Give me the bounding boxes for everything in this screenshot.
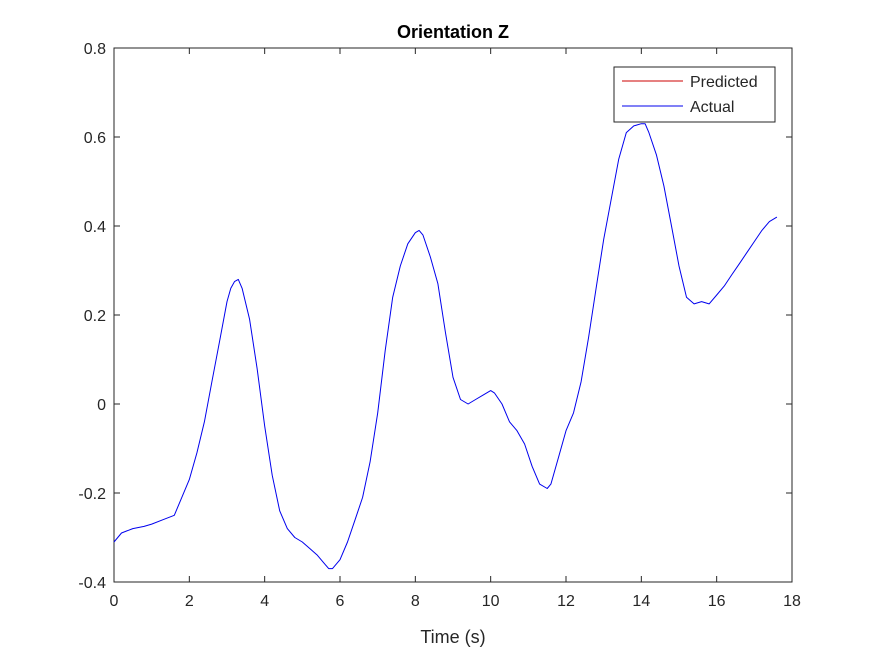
x-tick-label: 16 <box>708 593 726 610</box>
x-tick-label: 2 <box>185 593 194 610</box>
legend-label-predicted: Predicted <box>690 74 758 91</box>
x-tick-label: 0 <box>110 593 119 610</box>
plot-area <box>113 47 793 583</box>
y-tick-label: 0.8 <box>84 41 106 58</box>
legend-label-actual: Actual <box>690 99 734 116</box>
x-tick-label: 14 <box>632 593 650 610</box>
y-tick-label: 0.2 <box>84 308 106 325</box>
x-tick-label: 8 <box>411 593 420 610</box>
y-tick-label: -0.2 <box>78 486 106 503</box>
legend-box <box>613 66 776 123</box>
y-tick-label: 0.6 <box>84 130 106 147</box>
y-tick-label: 0.4 <box>84 219 106 236</box>
x-axis-label: Time (s) <box>420 627 485 647</box>
axes-box <box>113 47 793 583</box>
x-tick-label: 4 <box>260 593 269 610</box>
x-tick-label: 10 <box>482 593 500 610</box>
series-line-actual <box>113 123 778 570</box>
chart-title: Orientation Z <box>397 22 509 42</box>
y-tick-label: -0.4 <box>78 575 106 592</box>
axis-ticks: 0 2 4 6 8 10 12 14 16 18 -0.4 -0.2 0 0.2 0.4 0.6 0.8 <box>78 41 801 610</box>
series-lines <box>113 123 778 570</box>
y-tick-label: 0 <box>97 397 106 414</box>
x-tick-label: 12 <box>557 593 575 610</box>
x-tick-label: 6 <box>336 593 345 610</box>
x-tick-label: 18 <box>783 593 801 610</box>
legend: Predicted Actual <box>613 66 776 123</box>
